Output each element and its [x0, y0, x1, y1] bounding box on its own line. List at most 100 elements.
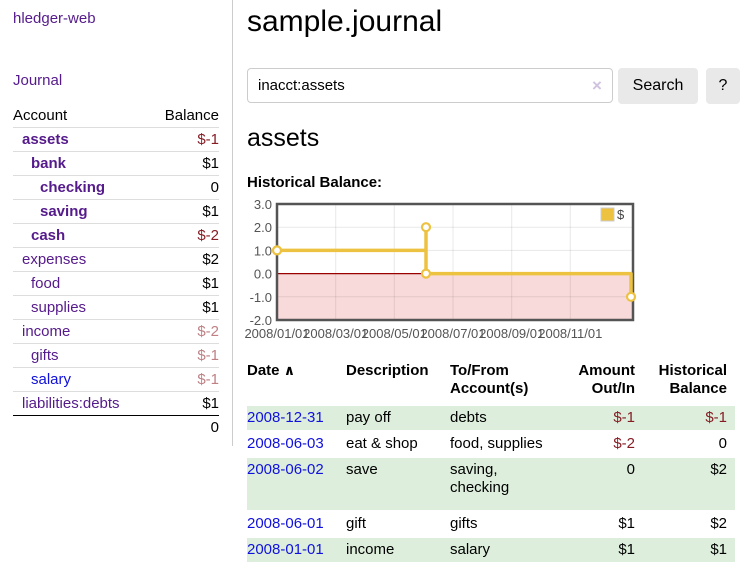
- transaction-description: eat & shop: [346, 435, 418, 452]
- transaction-accounts: saving, checking: [450, 458, 566, 510]
- transaction-description: income: [346, 538, 450, 562]
- chart-title: Historical Balance:: [247, 174, 383, 191]
- search-input[interactable]: [247, 68, 613, 103]
- account-balance: $1: [149, 151, 219, 176]
- transaction-balance: $2: [710, 515, 727, 532]
- transaction-date-link[interactable]: 2008-06-02: [247, 461, 324, 478]
- accounts-header-account: Account: [13, 107, 68, 124]
- register-row: 2008-06-02 save saving, checking 0 $2: [247, 458, 735, 510]
- transaction-accounts: debts: [450, 406, 566, 430]
- data-point-markers: [271, 222, 637, 302]
- transaction-date-link[interactable]: 2008-01-01: [247, 541, 324, 558]
- account-link-income[interactable]: income: [22, 323, 71, 340]
- register-row: 2008-12-31 pay off debts $-1 $-1: [247, 406, 735, 430]
- account-row-food: food $1: [13, 271, 219, 296]
- chart-legend: $: [600, 207, 625, 222]
- account-balance: $1: [149, 391, 219, 416]
- x-axis-ticks: 2008/01/01 2008/03/01 2008/05/01 2008/07…: [244, 326, 602, 341]
- transaction-accounts: salary: [450, 538, 566, 562]
- account-link-bank[interactable]: bank: [31, 155, 67, 172]
- accounts-total-row: 0: [13, 415, 219, 439]
- account-heading: assets: [247, 124, 320, 152]
- account-row-gifts: gifts $-1: [13, 343, 219, 368]
- transaction-accounts: gifts: [450, 515, 478, 532]
- search-button[interactable]: Search: [618, 68, 698, 104]
- svg-text:0.0: 0.0: [254, 267, 272, 282]
- account-link-checking[interactable]: checking: [40, 179, 106, 196]
- account-row-assets: assets $-1: [13, 127, 219, 152]
- accounts-total-value: 0: [149, 415, 219, 439]
- transaction-balance: $-1: [643, 406, 735, 430]
- page-title: sample.journal: [247, 5, 443, 38]
- transaction-balance: 0: [718, 435, 727, 452]
- transaction-amount: $-1: [566, 406, 643, 430]
- transaction-balance: $1: [643, 538, 735, 562]
- account-link-liabilities-debts[interactable]: liabilities:debts: [22, 395, 120, 412]
- account-balance: $-2: [149, 319, 219, 344]
- brand-link[interactable]: hledger-web: [13, 10, 96, 27]
- register-header-row: Date ∧ Description To/From Account(s) Am…: [247, 360, 735, 404]
- account-balance: $1: [149, 295, 219, 320]
- search-form: × Search ?: [247, 68, 740, 104]
- help-button[interactable]: ?: [706, 68, 740, 104]
- transaction-accounts: food, supplies: [450, 435, 543, 452]
- sidebar-item-journal[interactable]: Journal: [13, 72, 63, 89]
- transaction-amount: $1: [618, 515, 635, 532]
- sidebar: hledger-web Journal Account Balance asse…: [0, 0, 233, 446]
- transaction-description: save: [346, 458, 450, 510]
- account-row-liabilities-debts: liabilities:debts $1: [13, 391, 219, 416]
- account-link-salary[interactable]: salary: [31, 371, 72, 388]
- accounts-header-balance: Balance: [164, 107, 219, 124]
- account-balance: 0: [149, 175, 219, 200]
- transaction-balance: $2: [643, 458, 735, 510]
- register-row: 2008-06-01 gift gifts $1 $2: [247, 512, 735, 536]
- balance-line: [277, 225, 633, 297]
- register-header-description: Description: [346, 362, 429, 379]
- register-header-date[interactable]: Date ∧: [247, 362, 296, 379]
- transaction-amount: $1: [566, 538, 643, 562]
- svg-text:2008/03/01: 2008/03/01: [303, 326, 368, 341]
- svg-text:2.0: 2.0: [254, 220, 272, 235]
- account-row-income: income $-2: [13, 319, 219, 344]
- register-header-accounts: To/From Account(s): [450, 362, 529, 397]
- account-row-bank: bank $1: [13, 151, 219, 176]
- register-row: 2008-06-03 eat & shop food, supplies $-2…: [247, 432, 735, 456]
- clear-search-icon[interactable]: ×: [592, 76, 602, 95]
- register-header-amount: Amount Out/In: [578, 362, 635, 397]
- svg-text:3.0: 3.0: [254, 198, 272, 212]
- transaction-description: pay off: [346, 406, 450, 430]
- svg-text:2008/05/01: 2008/05/01: [362, 326, 427, 341]
- account-link-gifts[interactable]: gifts: [31, 347, 59, 364]
- account-row-checking: checking 0: [13, 175, 219, 200]
- transaction-description: gift: [346, 515, 367, 532]
- register-table: Date ∧ Description To/From Account(s) Am…: [247, 358, 735, 564]
- account-link-assets[interactable]: assets: [22, 131, 69, 148]
- account-row-salary: salary $-1: [13, 367, 219, 392]
- register-row: 2008-01-01 income salary $1 $1: [247, 538, 735, 562]
- transaction-date-link[interactable]: 2008-06-03: [247, 435, 324, 452]
- account-link-expenses[interactable]: expenses: [22, 251, 87, 268]
- sort-asc-icon: ∧: [283, 363, 296, 379]
- svg-text:2008/01/01: 2008/01/01: [244, 326, 309, 341]
- transaction-date-link[interactable]: 2008-12-31: [247, 409, 324, 426]
- transaction-date-link[interactable]: 2008-06-01: [247, 515, 324, 532]
- svg-text:1.0: 1.0: [254, 243, 272, 258]
- account-balance: $-2: [149, 223, 219, 248]
- account-balance: $2: [149, 247, 219, 272]
- y-axis-ticks: 3.0 2.0 1.0 0.0 -1.0 -2.0: [250, 198, 272, 328]
- account-row-saving: saving $1: [13, 199, 219, 224]
- svg-text:2008/09/01: 2008/09/01: [479, 326, 544, 341]
- account-link-cash[interactable]: cash: [31, 227, 66, 244]
- account-balance: $-1: [149, 367, 219, 392]
- account-link-food[interactable]: food: [31, 275, 61, 292]
- account-link-saving[interactable]: saving: [40, 203, 88, 220]
- legend-swatch: [600, 207, 615, 222]
- svg-text:-1.0: -1.0: [250, 290, 272, 305]
- historical-balance-chart: $ 3.0 2.0 1.0 0.0 -1.0 -2.0 2008/01/01 2…: [244, 198, 637, 341]
- register-header-balance: Historical Balance: [658, 362, 727, 397]
- account-row-supplies: supplies $1: [13, 295, 219, 320]
- account-link-supplies[interactable]: supplies: [31, 299, 87, 316]
- negative-region: [277, 273, 633, 320]
- svg-text:2008/11/01: 2008/11/01: [538, 326, 602, 341]
- svg-text:2008/07/01: 2008/07/01: [420, 326, 485, 341]
